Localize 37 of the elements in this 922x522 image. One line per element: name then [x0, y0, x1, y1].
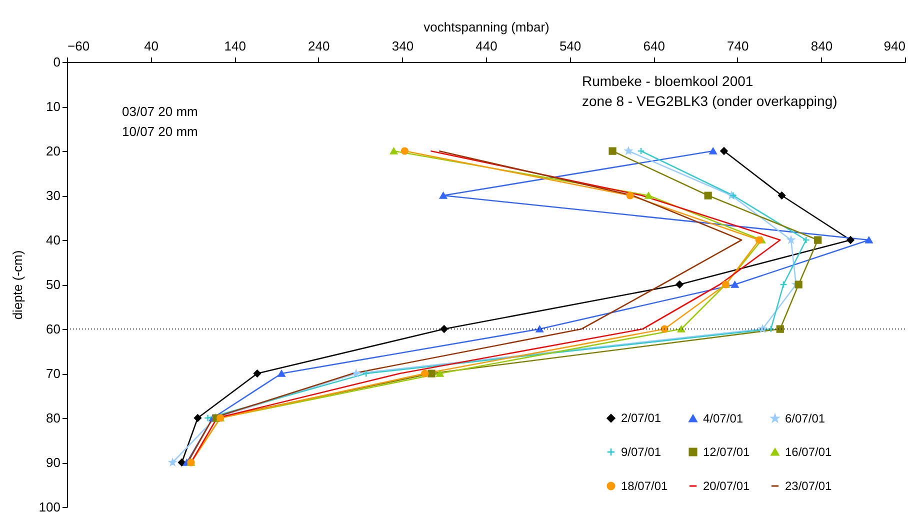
- annotation: Rumbeke - bloemkool 2001: [582, 73, 754, 89]
- legend-label: 12/07/01: [703, 445, 750, 459]
- x-tick-label: 40: [144, 38, 159, 54]
- x-tick-label: 640: [643, 38, 665, 54]
- legend-label: 16/07/01: [785, 445, 832, 459]
- x-tick-label: −60: [68, 38, 90, 54]
- y-tick-label: 0: [53, 54, 60, 70]
- x-tick-label: 940: [884, 38, 906, 54]
- x-tick-label: 540: [559, 38, 582, 54]
- y-tick-label: 30: [46, 188, 60, 203]
- y-tick-label: 50: [46, 277, 60, 292]
- legend-label: 6/07/01: [785, 412, 826, 426]
- y-tick-label: 90: [46, 455, 60, 470]
- annotation: zone 8 - VEG2BLK3 (onder overkapping): [582, 93, 838, 109]
- legend-label: 4/07/01: [703, 411, 744, 426]
- y-tick-label: 100: [38, 500, 60, 514]
- annotation: 10/07 20 mm: [122, 124, 198, 139]
- legend-label: 2/07/01: [621, 411, 662, 426]
- legend-label: 9/07/01: [621, 445, 662, 459]
- annotation: 03/07 20 mm: [122, 104, 198, 119]
- y-tick-label: 70: [46, 366, 60, 381]
- y-tick-label: 60: [46, 322, 60, 336]
- x-axis-title: vochtspanning (mbar): [424, 20, 550, 34]
- y-axis-title: diepte (-cm): [10, 250, 25, 320]
- x-tick-label: 840: [810, 38, 833, 54]
- y-tick-label: 20: [46, 144, 60, 158]
- legend-label: 23/07/01: [785, 479, 832, 493]
- y-tick-label: 80: [46, 410, 60, 426]
- legend-label: 18/07/01: [621, 479, 668, 493]
- y-tick-label: 10: [46, 99, 60, 114]
- x-tick-label: 240: [308, 38, 330, 54]
- x-tick-label: 440: [476, 38, 498, 54]
- x-tick-label: 740: [727, 38, 749, 54]
- y-tick-label: 40: [46, 232, 60, 248]
- x-tick-label: 140: [224, 38, 246, 54]
- x-tick-label: 340: [392, 38, 414, 54]
- legend-label: 20/07/01: [703, 479, 750, 493]
